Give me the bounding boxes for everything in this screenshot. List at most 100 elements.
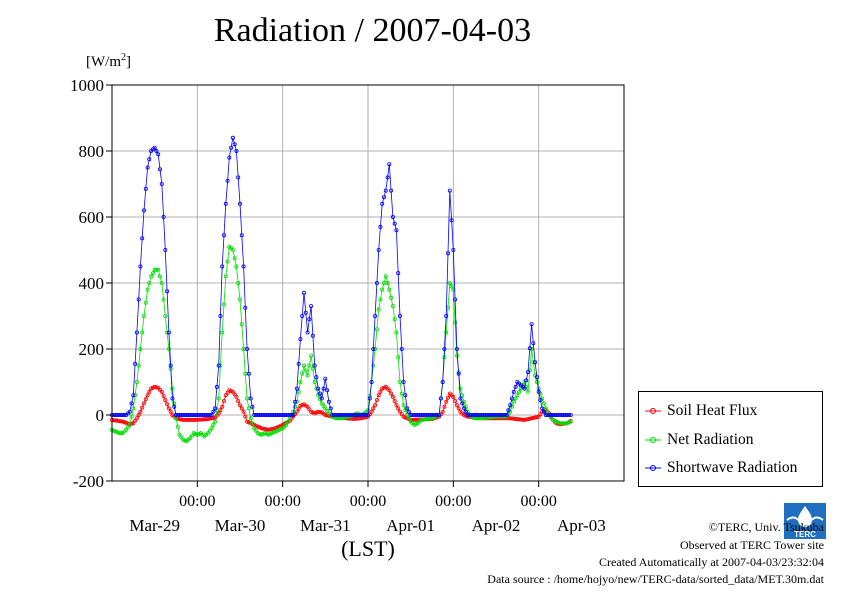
- data-point: [568, 419, 573, 424]
- x-axis-label: (LST): [341, 536, 395, 561]
- data-point: [166, 346, 171, 351]
- data-point: [485, 415, 490, 420]
- data-point: [136, 297, 141, 302]
- data-point: [369, 379, 374, 384]
- data-point: [143, 300, 148, 305]
- data-point: [145, 287, 150, 292]
- data-point: [230, 135, 235, 140]
- data-point: [225, 259, 230, 264]
- data-point: [141, 313, 146, 318]
- data-point: [509, 416, 514, 421]
- data-point: [378, 297, 383, 302]
- data-point: [325, 408, 330, 413]
- data-point: [371, 363, 376, 368]
- data-point: [241, 264, 246, 269]
- data-point: [147, 280, 152, 285]
- data-point: [230, 247, 235, 252]
- legend: Soil Heat Flux Net Radiation Shortwave R…: [638, 391, 823, 487]
- data-point: [314, 375, 319, 380]
- data-point: [236, 280, 241, 285]
- x-date-label: Apr-01: [386, 516, 435, 535]
- data-point: [161, 297, 166, 302]
- data-point: [221, 398, 226, 403]
- data-point: [449, 284, 454, 289]
- data-point: [378, 389, 383, 394]
- data-point: [156, 267, 161, 272]
- data-point: [376, 393, 381, 398]
- data-point: [515, 393, 520, 398]
- data-point: [536, 389, 541, 394]
- data-point: [173, 412, 178, 417]
- series-line: [111, 386, 571, 431]
- y-tick-label: 800: [79, 142, 105, 161]
- x-tick-label: 00:00: [350, 493, 386, 510]
- data-point: [392, 221, 397, 226]
- data-point: [234, 148, 239, 153]
- data-point: [188, 436, 193, 441]
- data-point: [163, 313, 168, 318]
- footer-copyright: ©TERC, Univ. Tsukuba: [708, 520, 824, 534]
- data-point: [529, 322, 534, 327]
- data-point: [133, 418, 138, 423]
- data-point: [149, 274, 154, 279]
- data-point: [383, 274, 388, 279]
- footer-created: Created Automatically at 2007-04-03/23:3…: [599, 555, 824, 569]
- data-point: [401, 403, 406, 408]
- data-point: [529, 416, 534, 421]
- data-point: [419, 417, 424, 422]
- data-point: [527, 346, 532, 351]
- data-point: [118, 419, 123, 424]
- data-point: [134, 379, 139, 384]
- x-tick-label: 00:00: [179, 493, 215, 510]
- data-point: [325, 388, 330, 393]
- data-point: [526, 389, 531, 394]
- data-point: [380, 201, 385, 206]
- data-point: [216, 396, 221, 401]
- data-point: [145, 393, 150, 398]
- data-point: [296, 361, 301, 366]
- data-point: [189, 433, 194, 438]
- data-point: [312, 363, 317, 368]
- data-point: [413, 417, 418, 422]
- data-point: [307, 407, 312, 412]
- data-point: [303, 368, 308, 373]
- x-tick-label: 00:00: [520, 493, 556, 510]
- data-point: [421, 417, 426, 422]
- data-point: [367, 396, 372, 401]
- data-point: [293, 404, 298, 409]
- data-point: [526, 417, 531, 422]
- data-point: [211, 422, 216, 427]
- data-point: [147, 157, 152, 162]
- data-point: [131, 406, 136, 411]
- data-point: [309, 304, 314, 309]
- data-point: [140, 405, 145, 410]
- data-point: [163, 398, 168, 403]
- data-point: [447, 188, 452, 193]
- data-point: [189, 412, 194, 417]
- data-point: [133, 361, 138, 366]
- data-point: [218, 313, 223, 318]
- data-point: [437, 412, 442, 417]
- data-point: [527, 416, 532, 421]
- data-point: [456, 371, 461, 376]
- data-point: [396, 355, 401, 360]
- data-point: [305, 373, 310, 378]
- data-point: [300, 403, 305, 408]
- data-point: [389, 391, 394, 396]
- data-point: [540, 406, 545, 411]
- data-point: [449, 218, 454, 223]
- data-point: [129, 401, 134, 406]
- data-point: [321, 386, 326, 391]
- data-point: [211, 415, 216, 420]
- data-point: [115, 418, 120, 423]
- data-point: [237, 403, 242, 408]
- data-point: [542, 409, 547, 414]
- data-point: [234, 264, 239, 269]
- y-tick-label: 600: [79, 208, 105, 227]
- data-point: [444, 399, 449, 404]
- data-point: [141, 208, 146, 213]
- data-point: [563, 421, 568, 426]
- data-point: [156, 152, 161, 157]
- data-point: [373, 403, 378, 408]
- data-point: [236, 398, 241, 403]
